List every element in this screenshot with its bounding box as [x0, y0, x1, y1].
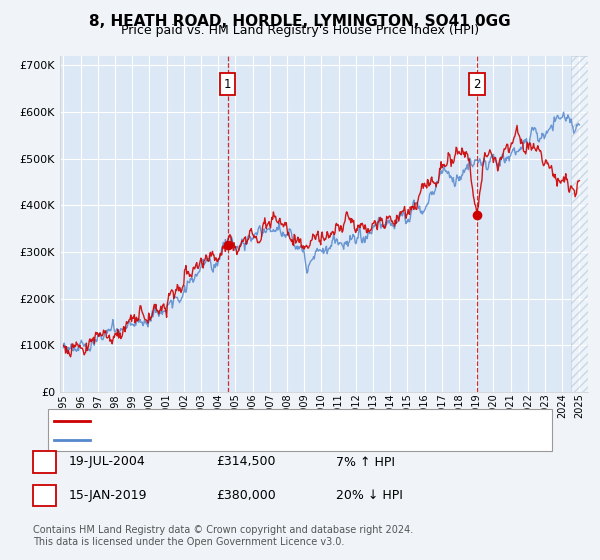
Text: 8, HEATH ROAD, HORDLE, LYMINGTON, SO41 0GG: 8, HEATH ROAD, HORDLE, LYMINGTON, SO41 0… [89, 14, 511, 29]
Text: 2: 2 [473, 77, 481, 91]
Text: 2: 2 [40, 489, 49, 502]
Bar [571, 56, 588, 392]
Text: £314,500: £314,500 [216, 455, 275, 469]
Text: 1: 1 [224, 77, 231, 91]
Text: 20% ↓ HPI: 20% ↓ HPI [336, 489, 403, 502]
Text: 19-JUL-2004: 19-JUL-2004 [69, 455, 146, 469]
Text: 8, HEATH ROAD, HORDLE, LYMINGTON, SO41 0GG (detached house): 8, HEATH ROAD, HORDLE, LYMINGTON, SO41 0… [99, 416, 478, 426]
Text: Contains HM Land Registry data © Crown copyright and database right 2024.
This d: Contains HM Land Registry data © Crown c… [33, 525, 413, 547]
Text: 15-JAN-2019: 15-JAN-2019 [69, 489, 148, 502]
Text: 7% ↑ HPI: 7% ↑ HPI [336, 455, 395, 469]
Text: 1: 1 [40, 455, 49, 469]
Text: Price paid vs. HM Land Registry's House Price Index (HPI): Price paid vs. HM Land Registry's House … [121, 24, 479, 37]
Text: £380,000: £380,000 [216, 489, 276, 502]
Text: HPI: Average price, detached house, New Forest: HPI: Average price, detached house, New … [99, 435, 367, 445]
